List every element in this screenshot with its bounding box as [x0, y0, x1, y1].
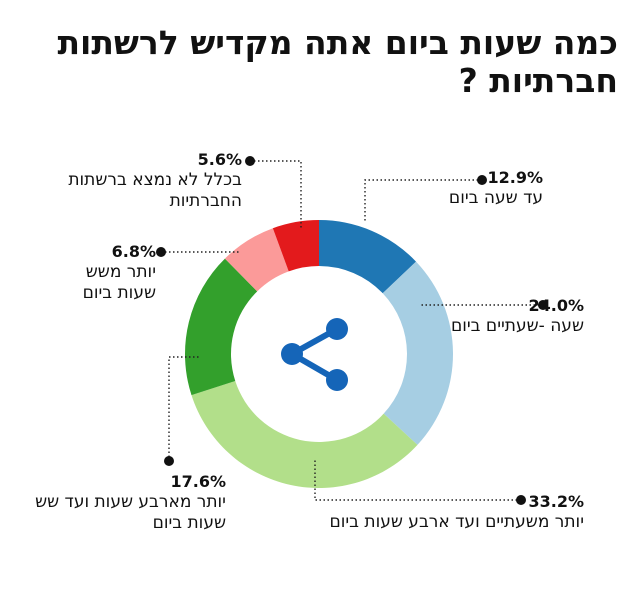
donut-slice: [272, 220, 319, 272]
leader-dot: [516, 495, 526, 505]
leader-line: [314, 460, 521, 501]
slice-label: 6.8% יותר משש שעות ביום: [46, 242, 156, 304]
leader-line: [250, 160, 302, 230]
slice-label: 12.9% עד שעה ביום: [313, 168, 543, 209]
slice-category: יותר משש שעות ביום: [82, 262, 156, 303]
donut-slice: [224, 228, 289, 292]
slice-category: בכלל לא נמצא ברשתות החברתיות: [68, 170, 242, 211]
slice-category: עד שעה ביום: [448, 188, 543, 208]
slice-percent: 6.8%: [111, 242, 156, 261]
leader-line: [168, 356, 200, 461]
slice-percent: 24.0%: [528, 296, 584, 315]
leader-dot: [164, 456, 174, 466]
leader-dot: [156, 247, 166, 257]
slice-percent: 12.9%: [487, 168, 543, 187]
slice-label: 24.0% שעה -שעתיים ביום: [374, 296, 584, 337]
donut-slice: [319, 220, 417, 294]
slice-percent: 17.6%: [170, 472, 226, 491]
slice-percent: 5.6%: [197, 150, 242, 169]
leader-dot: [245, 156, 255, 166]
share-icon: [281, 318, 348, 391]
slice-category: יותר מארבע שעות ועד שש שעות ביום: [35, 492, 226, 533]
slice-label: 5.6% בכלל לא נמצא ברשתות החברתיות: [64, 150, 242, 212]
slice-label: 17.6% יותר מארבע שעות ועד שש שעות ביום: [26, 472, 226, 534]
donut-slice: [191, 381, 418, 488]
donut-slice: [185, 258, 258, 396]
slice-category: שעה -שעתיים ביום: [450, 316, 584, 336]
slice-percent: 33.2%: [528, 492, 584, 511]
chart-title: כמה שעות ביום אתה מקדיש לרשתות חברתיות ?: [57, 23, 618, 100]
slice-label: 33.2% יותר משעתיים ועד ארבע שעות ביום: [284, 492, 584, 533]
leader-dot: [538, 300, 548, 310]
donut-slice: [382, 261, 453, 445]
slice-category: יותר משעתיים ועד ארבע שעות ביום: [329, 512, 584, 532]
leader-dot: [477, 175, 487, 185]
leader-line: [364, 179, 482, 222]
